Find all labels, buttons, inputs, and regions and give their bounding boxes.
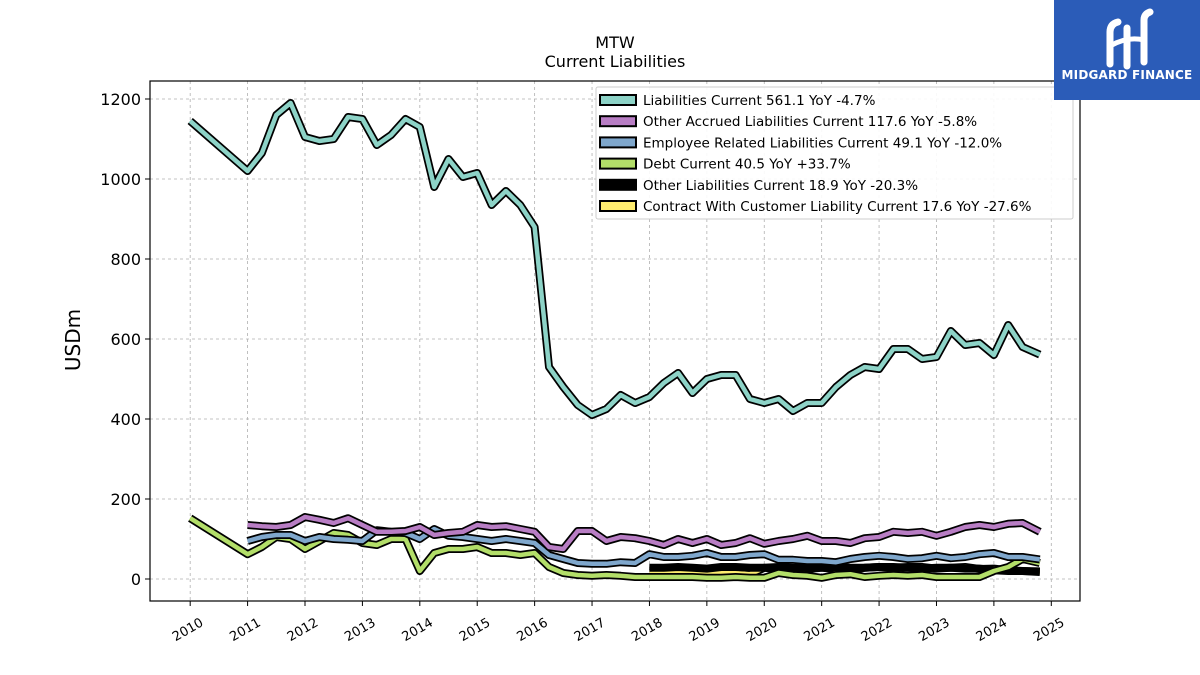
logo-text: MIDGARD FINANCE xyxy=(1061,68,1193,82)
legend: Liabilities Current 561.1 YoY -4.7% Other… xyxy=(595,86,1074,220)
legend-entry: Other Liabilities Current 18.9 YoY -20.3… xyxy=(643,178,918,194)
legend-box xyxy=(595,86,1074,220)
series-line xyxy=(649,564,1040,574)
x-tick-label: 2023 xyxy=(916,615,952,645)
legend-swatch xyxy=(599,115,637,128)
legend-swatch xyxy=(599,157,637,170)
series-lines xyxy=(187,99,1042,582)
x-axis-ticks: 2010 2011 2012 2013 2014 2015 2016 2017 2018 2019… xyxy=(170,601,1067,645)
series-line xyxy=(188,100,1041,418)
legend-swatch xyxy=(599,178,637,191)
legend-entry: Contract With Customer Liability Current… xyxy=(643,199,1032,215)
x-tick-label: 2019 xyxy=(687,615,723,645)
x-tick-label: 2011 xyxy=(227,615,263,645)
y-tick-label: 1200 xyxy=(100,90,141,109)
chart-title: MTW xyxy=(595,33,635,52)
y-tick-label: 0 xyxy=(131,570,141,589)
y-tick-label: 600 xyxy=(110,330,141,349)
x-tick-label: 2018 xyxy=(629,615,665,645)
plot-area-frame xyxy=(149,80,1081,602)
x-tick-label: 2010 xyxy=(170,615,206,645)
x-tick-label: 2016 xyxy=(514,615,550,645)
legend-swatch xyxy=(599,136,637,149)
legend-entry: Liabilities Current 561.1 YoY -4.7% xyxy=(643,93,876,109)
x-tick-label: 2013 xyxy=(342,615,378,645)
y-tick-label: 200 xyxy=(110,490,141,509)
x-tick-label: 2014 xyxy=(400,615,436,645)
x-tick-label: 2012 xyxy=(285,615,321,645)
x-tick-label: 2021 xyxy=(802,615,838,645)
legend-entry: Debt Current 40.5 YoY +33.7% xyxy=(643,157,851,173)
series-other-accrued-liabilities-current xyxy=(247,513,1042,553)
x-tick-label: 2025 xyxy=(1031,615,1067,645)
legend-swatch xyxy=(599,200,637,212)
x-tick-label: 2022 xyxy=(859,615,895,645)
series-debt-current xyxy=(188,514,1041,582)
midgard-finance-logo: MIDGARD FINANCE xyxy=(1054,0,1200,100)
y-tick-label: 1000 xyxy=(100,170,141,189)
x-tick-label: 2015 xyxy=(457,615,493,645)
series-other-liabilities-current xyxy=(649,563,1040,576)
x-tick-label: 2024 xyxy=(974,615,1010,645)
x-tick-label: 2017 xyxy=(572,615,608,645)
y-tick-label: 400 xyxy=(110,410,141,429)
series-line xyxy=(247,514,1041,552)
y-axis-label: USDm xyxy=(61,309,85,371)
series-line xyxy=(189,516,1041,581)
logo-mark-icon xyxy=(1106,8,1154,70)
y-tick-label: 800 xyxy=(110,250,141,269)
legend-swatch xyxy=(599,94,637,106)
legend-entry: Other Accrued Liabilities Current 117.6 … xyxy=(643,114,977,130)
y-axis-ticks: 0 200 400 600 800 1000 1200 xyxy=(100,90,150,589)
x-tick-label: 2020 xyxy=(744,615,780,645)
series-liabilities-current xyxy=(187,99,1042,419)
chart-subtitle: Current Liabilities xyxy=(545,52,686,71)
legend-entry: Employee Related Liabilities Current 49.… xyxy=(643,135,1002,151)
